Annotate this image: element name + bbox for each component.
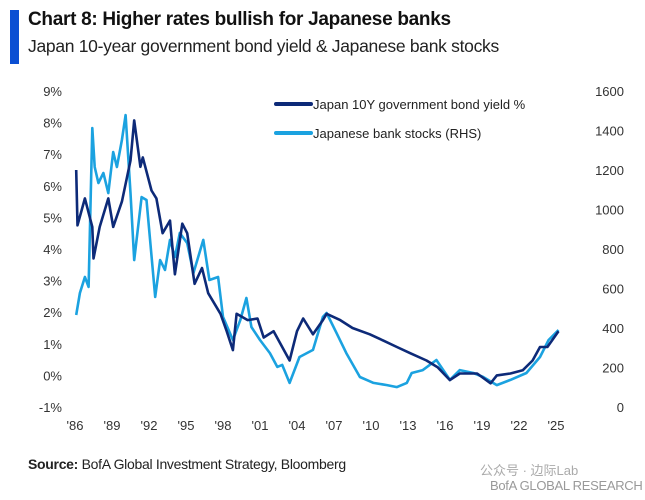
x-tick-label: '19 (474, 418, 491, 433)
x-tick-label: '10 (363, 418, 380, 433)
chart-subtitle: Japan 10-year government bond yield & Ja… (28, 36, 499, 56)
left-tick-label: 7% (43, 147, 62, 162)
x-tick-label: '22 (511, 418, 528, 433)
accent-bar (10, 10, 19, 64)
left-tick-label: 8% (43, 116, 62, 131)
left-tick-label: 6% (43, 179, 62, 194)
right-tick-label: 400 (602, 321, 624, 336)
legend-label-stocks: Japanese bank stocks (RHS) (313, 126, 481, 141)
left-tick-label: -1% (39, 400, 63, 415)
right-tick-label: 600 (602, 282, 624, 297)
source-text: BofA Global Investment Strategy, Bloombe… (81, 456, 346, 472)
right-tick-label: 1600 (595, 84, 624, 99)
right-tick-label: 0 (617, 400, 624, 415)
right-tick-label: 200 (602, 361, 624, 376)
source-note: Source: BofA Global Investment Strategy,… (28, 456, 346, 472)
right-tick-label: 1400 (595, 124, 624, 139)
left-tick-label: 4% (43, 242, 62, 257)
x-tick-label: '92 (141, 418, 158, 433)
x-tick-label: '01 (252, 418, 269, 433)
right-tick-label: 1000 (595, 203, 624, 218)
x-tick-label: '16 (437, 418, 454, 433)
watermark-wechat: 公众号 · 边际Lab (480, 463, 579, 478)
source-label: Source: (28, 456, 79, 472)
x-axis-ticks: '86 '89 '92 '95 '98 '01 '04 '07 '10 '13 '16 '19 '22 '… (67, 418, 565, 433)
left-tick-label: 9% (43, 84, 62, 99)
left-tick-label: 0% (43, 368, 62, 383)
left-tick-label: 5% (43, 210, 62, 225)
x-tick-label: '04 (289, 418, 306, 433)
right-tick-label: 1200 (595, 163, 624, 178)
x-tick-label: '98 (215, 418, 232, 433)
x-tick-label: '13 (400, 418, 417, 433)
legend-label-yield: Japan 10Y government bond yield % (313, 97, 526, 112)
series-line-stocks (74, 113, 560, 389)
left-tick-label: 2% (43, 305, 62, 320)
series-line-yield (74, 119, 560, 385)
chart-title: Chart 8: Higher rates bullish for Japane… (28, 9, 451, 30)
x-tick-label: '07 (326, 418, 343, 433)
x-tick-label: '95 (178, 418, 195, 433)
right-axis-ticks: 1600 1400 1200 1000 800 600 400 200 0 (595, 84, 624, 415)
series-lines (74, 113, 560, 389)
left-tick-label: 3% (43, 274, 62, 289)
x-tick-label: '89 (104, 418, 121, 433)
left-axis-ticks: 9% 8% 7% 6% 5% 4% 3% 2% 1% 0% -1% (39, 84, 63, 415)
legend: Japan 10Y government bond yield % Japane… (274, 97, 526, 141)
watermark-logo: BofA GLOBAL RESEARCH (490, 478, 643, 493)
left-tick-label: 1% (43, 337, 62, 352)
x-tick-label: '25 (548, 418, 565, 433)
right-tick-label: 800 (602, 242, 624, 257)
x-tick-label: '86 (67, 418, 84, 433)
